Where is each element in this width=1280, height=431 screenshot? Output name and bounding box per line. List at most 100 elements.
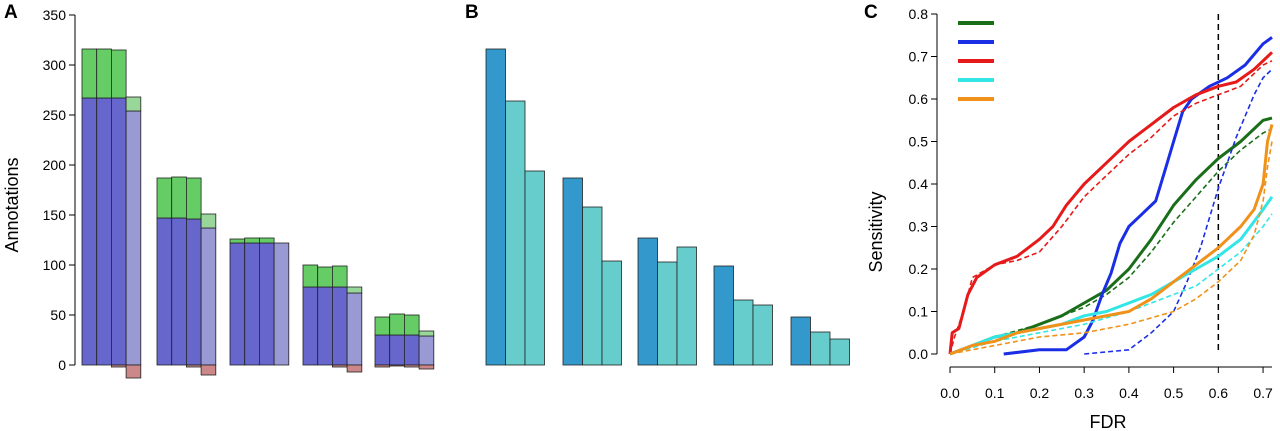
panel-c-xtick-label: 0.6 [1209,385,1229,401]
panel-a-bar-added [331,265,348,288]
panel-a-bar-core [346,292,363,366]
panel-a-bar-lost [403,364,420,368]
panel-a-bar-added [200,213,217,229]
panel-c-line-ncRNA-dashed [949,141,1273,355]
panel-c-ytick-label: 0.2 [909,261,929,277]
panel-a-bar-lost [200,364,217,376]
panel-a-bar-added [403,314,420,336]
panel-b-letter: B [465,2,479,23]
panel-b-bar [524,170,545,366]
panel-c-ytick-label: 0.7 [909,49,929,65]
panel-a-bar-added [185,177,202,220]
panel-b-bar [790,316,811,366]
panel-a-ytick-label: 250 [43,107,67,123]
panel-a-bar-core [331,286,348,366]
panel-c-line-tRNA-dashed [1084,68,1273,355]
panel-c-ylabel: Sensitivity [866,191,886,272]
panel-c-ytick-label: 0.5 [909,134,929,150]
panel-b-bar [657,261,678,366]
panel-a-bar-core [317,286,333,366]
panel-a-bar-added [156,177,173,219]
panel-a-ytick-label: 200 [43,157,67,173]
panel-a-bar-core [374,334,391,366]
panel-a-bar-lost [111,364,127,368]
panel-c-line-miRNA-solid [948,51,1274,355]
panel-b-bar [733,299,754,366]
panel-a-bar-core [96,97,112,366]
panel-a-bar-core [125,110,142,366]
panel-c-letter: C [864,2,878,23]
panel-a-letter: A [4,2,18,23]
panel-c-xtick-label: 0.3 [1074,385,1094,401]
panel-a-bar-added [171,176,187,219]
panel-a-bar-lost [374,364,391,368]
panel-a-bar-lost [389,364,405,367]
panel-a-bar-core [302,286,319,366]
panel-a-bar-added [346,286,363,294]
panel-a-bar-added [96,48,112,99]
panel-a-bar-added [258,237,275,244]
panel-a-bar-added [418,330,435,337]
panel-a-bar-core [185,218,202,366]
panel-c-ytick-label: 0.1 [909,304,929,320]
panel-c-line-Rfam-solid [949,116,1273,356]
panel-a-bar-added [389,313,405,336]
panel-c-line-miscRNA-solid [949,195,1274,356]
panel-a-bar-added [374,316,391,336]
panel-a-ylabel: Annotations [2,157,22,252]
panel-a-bar-added [81,48,98,99]
panel-c-line-tRNA-solid [1003,36,1273,356]
panel-a-bar-core [389,334,405,366]
panel-c-xlabel: FDR [1090,412,1127,431]
panel-a-bar-core [258,242,275,366]
panel-b-bar [676,246,697,366]
panel-a-bar-core [418,335,435,366]
panel-b-bar [505,100,526,366]
panel-a-bar-core [156,217,173,366]
panel-a-bar-added [111,49,127,99]
panel-b-bar [637,237,658,366]
panel-c-xtick-label: 0.0 [940,385,960,401]
panel-b-bar [485,48,506,366]
panel-a-ytick-label: 300 [43,57,67,73]
panel-c-line-miscRNA-dashed [949,213,1273,355]
panel-c-ytick-label: 0.6 [909,91,929,107]
panel-c-xtick-label: 0.7 [1253,385,1273,401]
panel-c-ytick-label: 0.0 [909,346,929,362]
panel-a-bar-lost [185,364,202,368]
panel-c-ytick-label: 0.3 [909,219,929,235]
panel-a-bar-lost [331,364,348,368]
panel-a-bar-lost [346,364,363,373]
panel-b-bar [582,206,603,366]
panel-b [485,48,850,366]
panel-b-bar [601,260,622,366]
panel-a-bar-core [273,242,290,366]
panel-a: 0 50 100 150 200 250 300 350 [43,7,435,379]
panel-c-line-miRNA-dashed [949,60,1273,355]
panel-a-bar-added [125,96,142,112]
panel-a-ytick-label: 50 [50,307,66,323]
panel-b-bar [562,177,583,366]
panel-a-bar-core [81,97,98,366]
panel-b-bar [752,304,773,366]
panel-b-bar [713,265,734,366]
panel-a-bar-added [302,264,319,288]
panel-a-ytick-label: 0 [58,357,66,373]
panel-c-xtick-label: 0.1 [985,385,1005,401]
panel-a-bar-core [171,217,187,366]
panel-a-bar-core [200,227,217,366]
panel-c-ytick-label: 0.4 [909,176,929,192]
panel-a-bar-lost [125,364,142,379]
panel-c-ytick-label: 0.8 [909,6,929,22]
panel-a-bar-added [229,238,246,244]
panel-a-bar-core [229,242,246,366]
panel-a-ytick-label: 150 [43,207,67,223]
panel-c-xtick-label: 0.5 [1164,385,1184,401]
panel-c-xtick-label: 0.2 [1030,385,1050,401]
panel-c-xtick-label: 0.4 [1119,385,1139,401]
panel-c-line-ncRNA-solid [949,124,1274,356]
panel-c: 0.0 0.1 0.2 0.3 0.4 0.5 0.6 0.7 0.8 0.0 0.1 0.2 0.3 0… [909,6,1274,401]
panel-a-bar-core [403,334,420,366]
panel-a-bar-core [111,97,127,366]
